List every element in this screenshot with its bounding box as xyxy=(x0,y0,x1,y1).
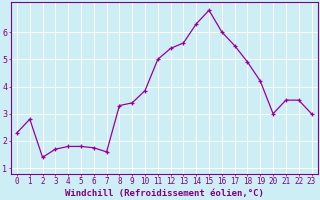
X-axis label: Windchill (Refroidissement éolien,°C): Windchill (Refroidissement éolien,°C) xyxy=(65,189,264,198)
